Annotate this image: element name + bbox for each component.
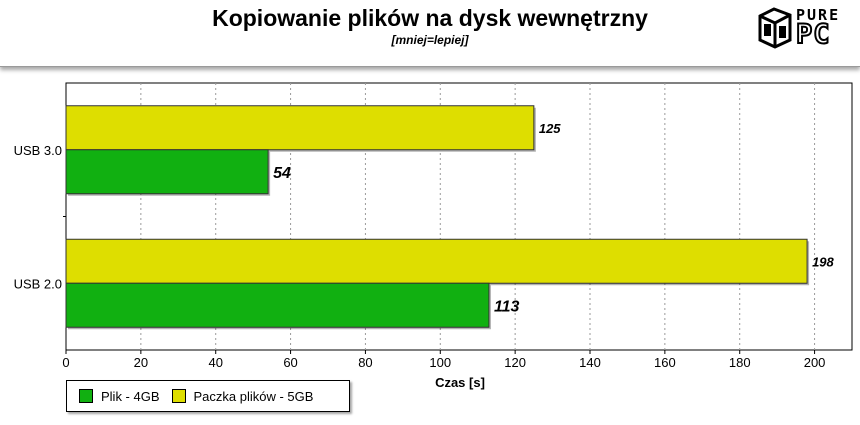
data-label: 125	[539, 121, 561, 136]
data-label: 198	[812, 254, 834, 269]
x-tick-label: 120	[504, 355, 526, 370]
chart-header: Kopiowanie plików na dysk wewnętrzny [mn…	[0, 0, 860, 67]
x-tick-label: 80	[358, 355, 372, 370]
legend-item-paczka: Paczka plików - 5GB	[171, 388, 314, 404]
logo-cube-icon	[758, 7, 792, 49]
bar	[65, 282, 490, 328]
logo-text-bottom: PC	[795, 18, 831, 51]
x-tick-label: 0	[62, 355, 69, 370]
purepc-logo: PURE PC	[754, 4, 854, 51]
x-tick-label: 60	[283, 355, 297, 370]
x-tick-label: 160	[654, 355, 676, 370]
chart-legend: Plik - 4GB Paczka plików - 5GB	[66, 380, 350, 412]
x-tick-label: 140	[579, 355, 601, 370]
legend-swatch-yellow	[171, 389, 186, 403]
logo-text-top: PURE	[796, 6, 841, 24]
bar	[65, 105, 535, 151]
legend-label-plik: Plik - 4GB	[101, 388, 160, 404]
category-label: USB 2.0	[14, 276, 62, 291]
data-label: 113	[494, 298, 520, 315]
legend-label-paczka: Paczka plików - 5GB	[193, 388, 314, 404]
x-tick-label: 200	[804, 355, 826, 370]
legend-swatch-green	[79, 389, 93, 403]
x-tick-label: 180	[729, 355, 751, 370]
x-tick-label: 100	[429, 355, 451, 370]
chart-subtitle: [mniej=lepiej]	[391, 33, 469, 47]
bar	[65, 149, 269, 195]
x-tick-label: 20	[134, 355, 148, 370]
bar	[65, 238, 808, 284]
legend-item-plik: Plik - 4GB	[79, 389, 160, 404]
chart-title: Kopiowanie plików na dysk wewnętrzny	[212, 5, 648, 31]
category-label: USB 3.0	[14, 143, 62, 158]
x-axis-title: Czas [s]	[435, 375, 485, 390]
data-label: 54	[273, 165, 291, 182]
x-tick-label: 40	[208, 355, 222, 370]
